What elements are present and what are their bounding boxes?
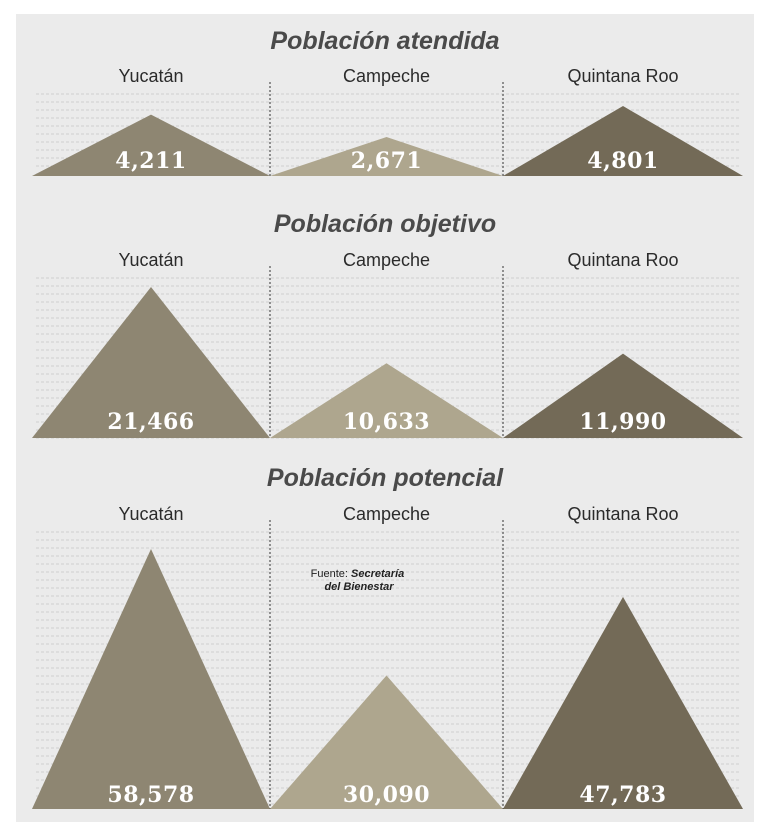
infographic-panel: Población atendida Yucatán 4,211 Campeche 2,…: [16, 14, 754, 822]
value-label: 2,671: [351, 148, 422, 174]
region-label: Yucatán: [118, 504, 183, 524]
region-label: Quintana Roo: [567, 66, 678, 86]
value-label: 30,090: [343, 782, 430, 808]
column-dividers: [269, 82, 504, 809]
triangle-mark: [503, 596, 743, 809]
source-line-2: del Bienestar: [324, 581, 394, 593]
source-note: Fuente: Secretaría del Bienestar: [311, 568, 408, 593]
source-prefix: Fuente:: [311, 568, 351, 580]
section-title: Población objetivo: [274, 210, 496, 238]
region-label: Campeche: [343, 250, 430, 270]
value-label: 58,578: [107, 782, 194, 808]
value-label: 10,633: [343, 409, 430, 435]
value-label: 4,801: [587, 148, 658, 174]
region-label: Campeche: [343, 66, 430, 86]
region-label: Quintana Roo: [567, 250, 678, 270]
region-label: Quintana Roo: [567, 504, 678, 524]
triangle-mark: [503, 106, 743, 176]
region-label: Campeche: [343, 504, 430, 524]
triangle-mark: [32, 549, 270, 809]
chart-text: Población atendida Yucatán 4,211 Campeche 2,…: [107, 27, 678, 808]
source-line-1: Secretaría: [351, 568, 404, 580]
value-label: 47,783: [579, 782, 666, 808]
triangle-mark: [270, 137, 503, 176]
triangle-marks: [32, 106, 743, 809]
triangle-mark: [270, 363, 503, 438]
triangle-mark: [32, 114, 270, 176]
value-label: 21,466: [107, 409, 194, 435]
triangle-mark: [32, 287, 270, 438]
triangle-mark: [503, 353, 743, 438]
triangle-chart: Población atendida Yucatán 4,211 Campeche 2,…: [32, 27, 743, 809]
section-title: Población potencial: [267, 464, 504, 492]
region-label: Yucatán: [118, 66, 183, 86]
value-label: 11,990: [579, 409, 666, 435]
value-label: 4,211: [115, 148, 186, 174]
region-label: Yucatán: [118, 250, 183, 270]
triangle-mark: [270, 675, 503, 809]
section-title: Población atendida: [270, 27, 499, 55]
